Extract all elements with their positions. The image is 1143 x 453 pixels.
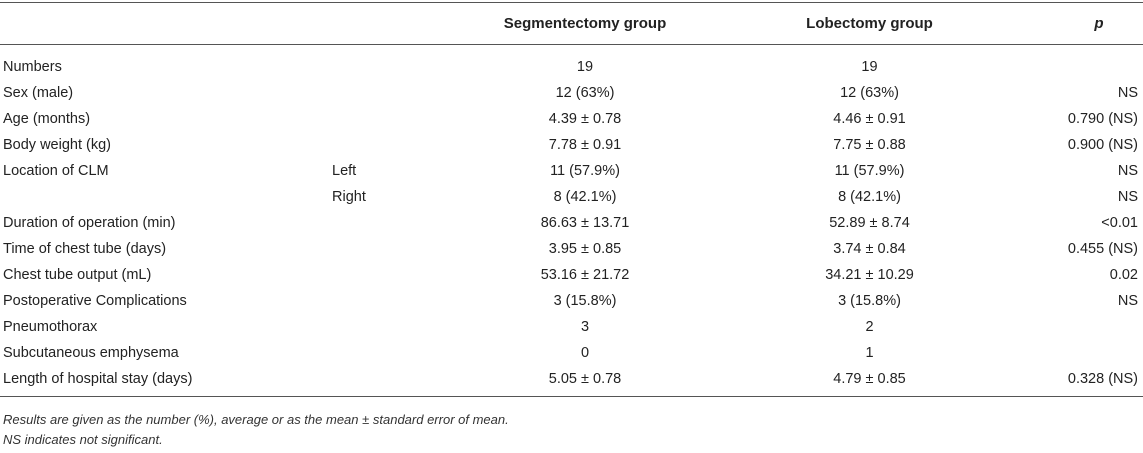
table-row: Sex (male) 12 (63%) 12 (63%) NS (0, 81, 1143, 105)
cell-p: 0.328 (NS) (1067, 371, 1138, 387)
cell-p: 0.900 (NS) (1067, 137, 1138, 153)
table-row: Location of CLM Left 11 (57.9%) 11 (57.9… (0, 159, 1143, 183)
cell-segmentectomy: 86.63 ± 13.71 (540, 215, 630, 231)
footnote-results: Results are given as the number (%), ave… (3, 412, 509, 427)
row-label: Age (months) (3, 111, 91, 127)
cell-lobectomy: 3 (15.8%) (838, 293, 901, 309)
row-label: Location of CLM (3, 163, 109, 179)
cell-segmentectomy: 12 (63%) (555, 85, 615, 101)
row-label: Body weight (kg) (3, 137, 111, 153)
cell-segmentectomy: 4.39 ± 0.78 (548, 111, 622, 127)
cell-segmentectomy: 53.16 ± 21.72 (540, 267, 630, 283)
cell-lobectomy: 4.79 ± 0.85 (833, 371, 906, 387)
row-label: Postoperative Complications (3, 293, 187, 309)
cell-segmentectomy: 5.05 ± 0.78 (548, 371, 622, 387)
footnote-ns: NS indicates not significant. (3, 432, 163, 447)
table-row: Subcutaneous emphysema 0 1 (0, 341, 1143, 365)
cell-lobectomy: 19 (861, 59, 878, 75)
cell-p: 0.790 (NS) (1067, 111, 1138, 127)
row-label: Length of hospital stay (days) (3, 371, 193, 387)
cell-lobectomy: 1 (865, 345, 874, 361)
cell-segmentectomy: 19 (576, 59, 594, 75)
row-label: Duration of operation (min) (3, 215, 176, 231)
table-row: Right 8 (42.1%) 8 (42.1%) NS (0, 185, 1143, 209)
cell-p: 0.455 (NS) (1067, 241, 1138, 257)
column-header-lobectomy: Lobectomy group (806, 15, 933, 32)
table-row: Chest tube output (mL) 53.16 ± 21.72 34.… (0, 263, 1143, 287)
cell-p: NS (1117, 189, 1138, 205)
cell-p: <0.01 (1101, 215, 1138, 231)
cell-lobectomy: 8 (42.1%) (838, 189, 901, 205)
table-row: Length of hospital stay (days) 5.05 ± 0.… (0, 367, 1143, 391)
column-header-segmentectomy: Segmentectomy group (503, 15, 667, 32)
cell-segmentectomy: 3 (15.8%) (553, 293, 617, 309)
cell-lobectomy: 7.75 ± 0.88 (833, 137, 906, 153)
table-bottom-rule (0, 396, 1143, 397)
row-label: Sex (male) (3, 85, 74, 101)
cell-lobectomy: 4.46 ± 0.91 (833, 111, 906, 127)
cell-segmentectomy: 7.78 ± 0.91 (548, 137, 622, 153)
table-row: Duration of operation (min) 86.63 ± 13.7… (0, 211, 1143, 235)
cell-p: NS (1117, 85, 1138, 101)
table-row: Body weight (kg) 7.78 ± 0.91 7.75 ± 0.88… (0, 133, 1143, 157)
row-label: Chest tube output (mL) (3, 267, 152, 283)
cell-lobectomy: 3.74 ± 0.84 (833, 241, 906, 257)
cell-segmentectomy: 3.95 ± 0.85 (548, 241, 622, 257)
row-sublabel: Right (332, 189, 366, 205)
table-row: Pneumothorax 3 2 (0, 315, 1143, 339)
header-rule (0, 44, 1143, 45)
table-row: Postoperative Complications 3 (15.8%) 3 … (0, 289, 1143, 313)
cell-segmentectomy: 3 (580, 319, 590, 335)
column-header-p: p (1094, 15, 1104, 32)
cell-p: NS (1117, 163, 1138, 179)
cell-segmentectomy: 11 (57.9%) (550, 163, 620, 179)
table-row: Age (months) 4.39 ± 0.78 4.46 ± 0.91 0.7… (0, 107, 1143, 131)
cell-lobectomy: 12 (63%) (840, 85, 899, 101)
row-label: Numbers (3, 59, 62, 75)
row-label: Time of chest tube (days) (3, 241, 167, 257)
cell-p: 0.02 (1109, 267, 1138, 283)
row-label: Subcutaneous emphysema (3, 345, 179, 361)
cell-lobectomy: 11 (57.9%) (834, 163, 905, 179)
row-sublabel: Left (332, 163, 357, 179)
table-row: Time of chest tube (days) 3.95 ± 0.85 3.… (0, 237, 1143, 261)
cell-lobectomy: 2 (865, 319, 874, 335)
table-top-rule (0, 2, 1143, 3)
cell-segmentectomy: 0 (580, 345, 590, 361)
cell-lobectomy: 34.21 ± 10.29 (825, 267, 914, 283)
row-label: Pneumothorax (3, 319, 98, 335)
table-row: Numbers 19 19 (0, 55, 1143, 79)
cell-segmentectomy: 8 (42.1%) (553, 189, 617, 205)
cell-p: NS (1117, 293, 1138, 309)
cell-lobectomy: 52.89 ± 8.74 (829, 215, 910, 231)
